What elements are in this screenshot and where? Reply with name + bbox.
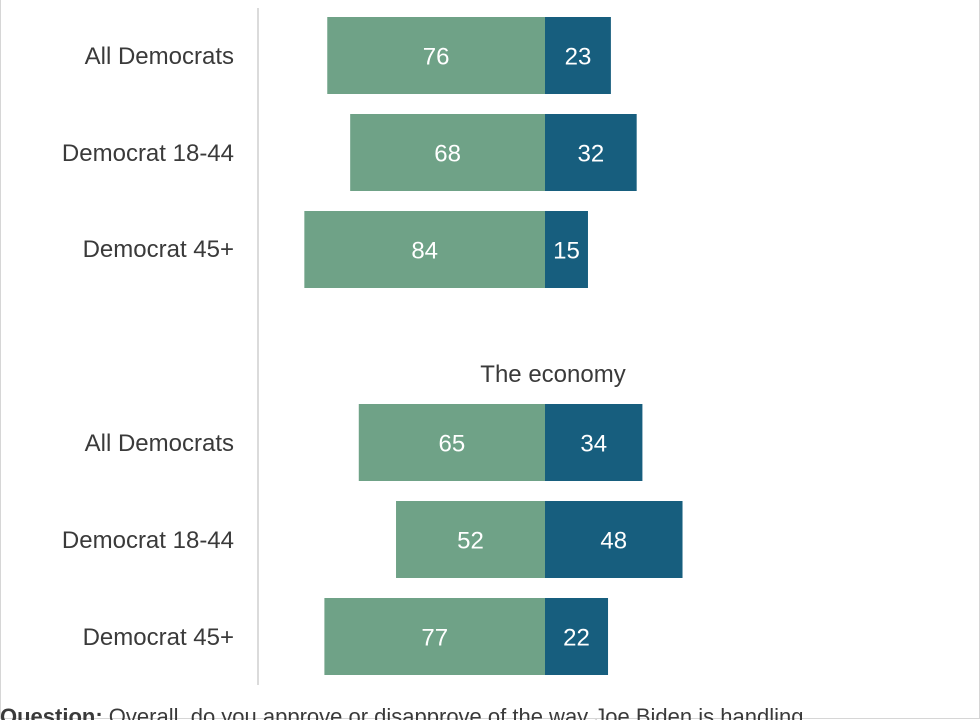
value-label-disapprove: 15 <box>553 238 580 265</box>
bar-disapprove <box>545 17 611 94</box>
value-label-approve: 68 <box>434 141 461 168</box>
bar-disapprove <box>545 404 643 481</box>
value-label-disapprove: 32 <box>577 141 604 168</box>
footnote-text: Overall, do you approve or disapprove of… <box>108 704 822 720</box>
category-label: Democrat 18-44 <box>62 140 234 167</box>
bar-disapprove <box>545 211 588 288</box>
category-label: Democrat 45+ <box>83 624 234 651</box>
value-label-disapprove: 23 <box>565 44 592 71</box>
bar-approve <box>358 404 545 481</box>
value-label-disapprove: 34 <box>580 431 607 458</box>
value-label-approve: 77 <box>421 625 448 652</box>
diverging-bar-chart: The economy All Democrats Democrat 18-44… <box>62 8 683 685</box>
value-label-approve: 52 <box>457 528 484 555</box>
value-label-disapprove: 22 <box>563 625 590 652</box>
bar-disapprove <box>545 598 609 675</box>
category-label: All Democrats <box>85 430 234 457</box>
bar-approve <box>350 114 545 191</box>
value-label-disapprove: 48 <box>600 528 627 555</box>
category-label: Democrat 45+ <box>83 236 234 263</box>
bar-disapprove <box>545 501 683 578</box>
category-label: All Democrats <box>85 43 234 70</box>
bar-approve <box>304 211 545 288</box>
bar-approve <box>327 17 545 94</box>
bar-disapprove <box>545 114 637 191</box>
value-label-approve: 84 <box>411 238 438 265</box>
bars-layer: 76 23 68 32 84 15 65 34 52 48 77 22 <box>304 17 683 675</box>
bar-approve <box>396 501 545 578</box>
category-label: Democrat 18-44 <box>62 527 234 554</box>
group-title: The economy <box>480 361 625 388</box>
bar-approve <box>324 598 545 675</box>
value-label-approve: 65 <box>439 431 466 458</box>
value-label-approve: 76 <box>423 44 450 71</box>
footnote-label: Question: <box>0 704 103 720</box>
footnote: Question: Overall, do you approve or dis… <box>0 704 980 720</box>
